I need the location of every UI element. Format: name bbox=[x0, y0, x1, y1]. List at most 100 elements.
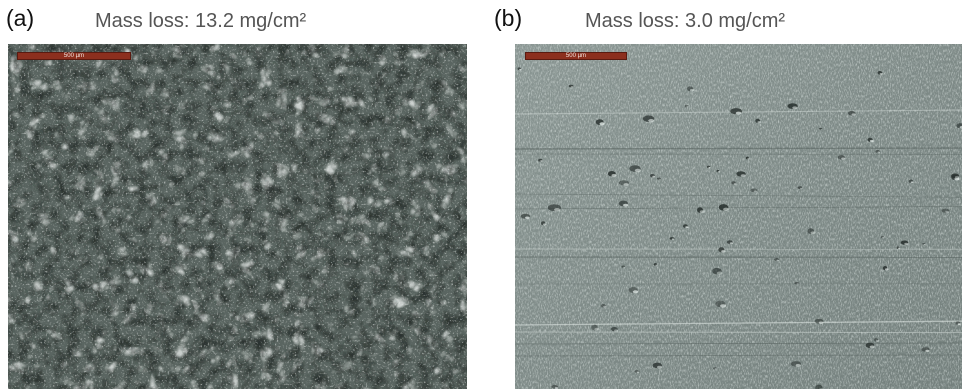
corrosion-pit bbox=[794, 282, 799, 285]
corrosion-pit bbox=[621, 265, 626, 268]
pit-highlight bbox=[753, 190, 757, 193]
corrosion-pit bbox=[600, 304, 606, 308]
corrosion-pit bbox=[807, 228, 814, 234]
pit-highlight bbox=[603, 305, 607, 308]
pit-highlight bbox=[594, 327, 600, 331]
pit-highlight bbox=[723, 207, 729, 211]
corrosion-pit bbox=[951, 173, 960, 179]
corrosion-pit bbox=[819, 127, 823, 130]
pit-highlight bbox=[720, 304, 727, 308]
pit-highlight bbox=[904, 242, 909, 245]
pit-highlight bbox=[875, 340, 879, 342]
pit-highlight bbox=[623, 266, 626, 268]
pit-highlight bbox=[714, 368, 717, 370]
pit-highlight bbox=[957, 323, 961, 325]
pit-highlight bbox=[884, 268, 889, 271]
panel-a-scalebar: 500 µm bbox=[17, 52, 131, 60]
polishing-line bbox=[515, 320, 962, 326]
pit-highlight bbox=[570, 86, 574, 88]
panel-b-micrograph: 500 µm bbox=[515, 44, 962, 389]
pit-highlight bbox=[623, 203, 629, 207]
corrosion-pit bbox=[591, 324, 598, 331]
pit-highlight bbox=[757, 121, 762, 124]
pit-highlight bbox=[716, 271, 723, 275]
pit-highlight bbox=[869, 139, 874, 143]
corrosion-pit bbox=[750, 188, 758, 193]
pit-highlight bbox=[882, 237, 885, 239]
pit-highlight bbox=[898, 247, 901, 250]
pit-highlight bbox=[632, 290, 639, 294]
polishing-line bbox=[515, 206, 962, 210]
panel-b-pits bbox=[517, 67, 962, 389]
pit-highlight bbox=[841, 157, 846, 160]
corrosion-pit bbox=[941, 208, 950, 213]
corrosion-pit bbox=[653, 263, 658, 266]
corrosion-pit bbox=[657, 177, 661, 180]
pit-highlight bbox=[925, 349, 930, 352]
pit-highlight bbox=[747, 158, 750, 160]
pit-highlight bbox=[877, 151, 880, 153]
panel-b-scalebar: 500 µm bbox=[525, 52, 627, 60]
panel-a-micrograph: 500 µm bbox=[8, 44, 467, 389]
pit-highlight bbox=[910, 181, 914, 183]
pit-highlight bbox=[652, 175, 656, 178]
pit-highlight bbox=[717, 171, 721, 173]
corrosion-pit bbox=[745, 156, 749, 160]
panel-b-image bbox=[515, 44, 962, 389]
pit-highlight bbox=[689, 89, 695, 92]
polishing-line bbox=[515, 331, 962, 334]
polishing-line bbox=[515, 354, 962, 357]
pit-highlight bbox=[634, 168, 641, 173]
pit-highlight bbox=[648, 119, 655, 123]
pit-highlight bbox=[729, 242, 734, 245]
pit-highlight bbox=[686, 106, 689, 108]
pit-highlight bbox=[959, 126, 962, 129]
pit-highlight bbox=[685, 226, 689, 229]
pit-highlight bbox=[623, 183, 629, 186]
panel-a-caption: Mass loss: 13.2 mg/cm² bbox=[95, 10, 307, 32]
pit-highlight bbox=[735, 111, 742, 115]
panel-a-letter: (a) bbox=[6, 5, 35, 31]
polishing-line bbox=[515, 342, 962, 345]
pit-highlight bbox=[540, 160, 543, 162]
panel-b-scalebar-label: 500 µm bbox=[565, 53, 587, 59]
pit-highlight bbox=[851, 113, 856, 116]
pit-highlight bbox=[525, 216, 530, 219]
pit-highlight bbox=[820, 128, 823, 130]
pit-highlight bbox=[721, 250, 726, 253]
corrosion-pit bbox=[797, 186, 803, 190]
pit-highlight bbox=[636, 371, 640, 373]
corrosion-pit bbox=[610, 327, 618, 332]
pit-highlight bbox=[733, 183, 737, 185]
polishing-line bbox=[515, 147, 962, 150]
panel-b-letter: (b) bbox=[494, 5, 523, 31]
pit-highlight bbox=[611, 174, 617, 177]
pit-highlight bbox=[554, 208, 561, 212]
pit-highlight bbox=[657, 365, 662, 369]
pit-highlight bbox=[923, 243, 926, 245]
pit-highlight bbox=[542, 223, 547, 226]
pit-highlight bbox=[740, 174, 746, 177]
polishing-line bbox=[515, 193, 962, 198]
pit-highlight bbox=[795, 364, 801, 367]
corrosion-pit bbox=[697, 207, 703, 213]
corrosion-pit bbox=[712, 267, 722, 275]
pit-highlight bbox=[599, 122, 605, 126]
pit-highlight bbox=[954, 177, 960, 181]
corrosion-pit bbox=[815, 384, 823, 389]
pit-highlight bbox=[671, 238, 675, 240]
pit-highlight bbox=[776, 259, 780, 262]
pit-highlight bbox=[799, 187, 803, 190]
pit-highlight bbox=[818, 321, 824, 324]
panel-a-image bbox=[8, 44, 467, 389]
pit-highlight bbox=[879, 73, 883, 75]
pit-highlight bbox=[792, 106, 798, 110]
pit-highlight bbox=[796, 283, 799, 285]
pit-highlight bbox=[869, 345, 875, 349]
panel-b-caption: Mass loss: 3.0 mg/cm² bbox=[585, 10, 786, 32]
pit-highlight bbox=[708, 167, 711, 169]
pit-highlight bbox=[614, 329, 618, 332]
pit-highlight bbox=[519, 68, 522, 71]
pit-highlight bbox=[655, 264, 658, 266]
pit-highlight bbox=[699, 210, 705, 214]
